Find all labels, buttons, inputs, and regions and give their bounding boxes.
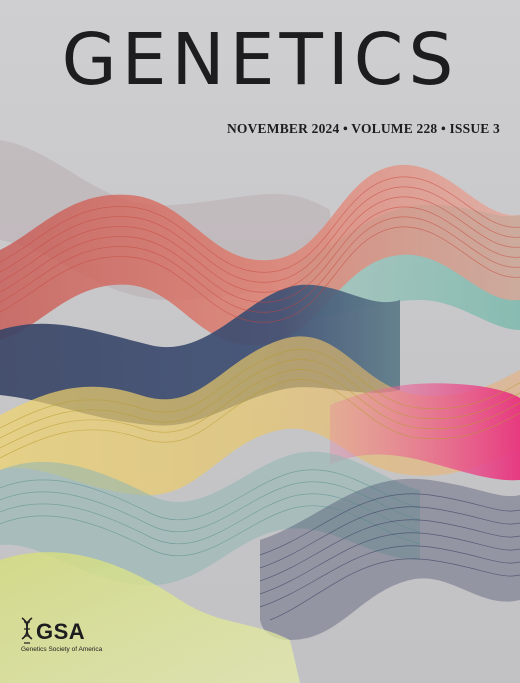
- gsa-logo-subtext: Genetics Society of America: [21, 646, 103, 653]
- gsa-logo-text: GSA: [36, 619, 86, 644]
- issue-line: NOVEMBER 2024 • VOLUME 228 • ISSUE 3: [226, 121, 500, 136]
- dna-helix-icon: [21, 617, 33, 644]
- wave-band-navy-lower: [260, 478, 520, 640]
- wave-band-lime: [0, 552, 300, 683]
- wave-lines-teal: [0, 469, 421, 557]
- journal-title: GENETICS: [61, 18, 459, 101]
- wave-band-teal-lower: [0, 451, 420, 586]
- gsa-logo: GSA Genetics Society of America: [20, 617, 140, 661]
- wave-band-pink: [330, 383, 520, 481]
- wave-band-yellow: [0, 336, 520, 496]
- wave-lines-red: [0, 176, 520, 323]
- wave-lines-yellow: [0, 349, 520, 459]
- wave-band-red: [0, 164, 520, 346]
- wave-lines-navy: [259, 493, 520, 621]
